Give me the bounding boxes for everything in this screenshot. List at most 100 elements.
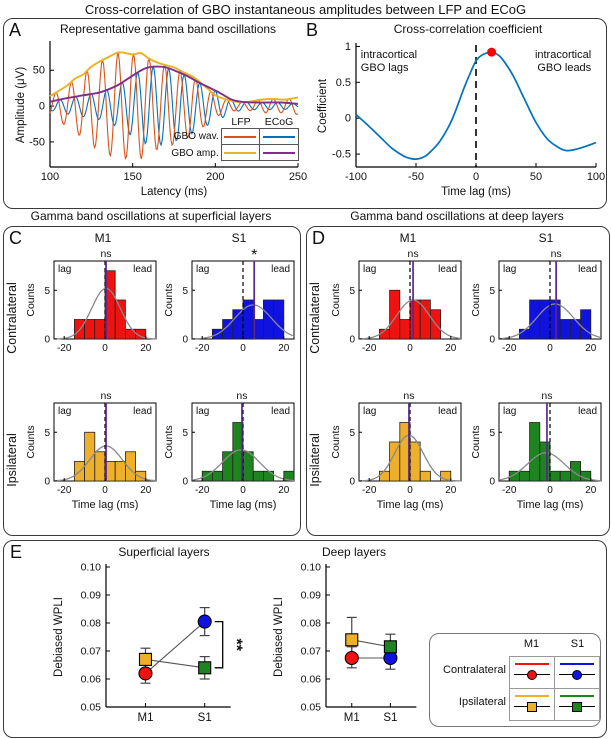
panel-e-legend: M1 S1 Contralateral Ipsilateral	[429, 633, 601, 727]
wpli-deep-chart: 0.05 0.06 0.07 0.08 0.09 0.10 M1 S1 Debiased WPL…	[273, 562, 417, 724]
hist-bar	[389, 441, 401, 482]
panel-e-box: E Superficial layers Deep layers 0.05 0.0…	[3, 540, 607, 738]
hist-bar	[549, 299, 561, 340]
lag-label: lag	[196, 406, 209, 417]
marker-contralateral-m1	[344, 650, 359, 666]
svg-text:0: 0	[44, 477, 50, 488]
annotation-gbo-lags: GBO lags	[361, 62, 409, 74]
counts-label: Counts	[163, 283, 175, 316]
svg-text:-50: -50	[29, 136, 45, 148]
e-legend-col-s1: S1	[570, 638, 585, 650]
lead-label: lead	[438, 264, 457, 275]
svg-text:0: 0	[182, 477, 188, 488]
legend-col-lfp: LFP	[231, 116, 251, 128]
e-legend-cell-contralateral-s1	[554, 656, 600, 689]
legend-row-gbo-amp: GBO amp.	[171, 147, 219, 159]
panel-b-title: Cross-correlation coefficient	[393, 22, 543, 36]
hist-bar	[559, 470, 571, 482]
svg-text:0.07: 0.07	[301, 646, 322, 658]
hist-bar	[529, 422, 541, 482]
panel-c-header-m1: M1	[94, 231, 112, 245]
svg-text:5: 5	[349, 428, 355, 439]
svg-text:5: 5	[182, 428, 188, 439]
timelag-label: Time lag (ms)	[517, 499, 584, 511]
lead-label: lead	[578, 406, 597, 417]
figure-title: Cross-correlation of GBO instantaneous a…	[84, 2, 527, 17]
connector-contralateral	[145, 621, 206, 674]
svg-text:5: 5	[489, 286, 495, 297]
svg-text:5: 5	[349, 286, 355, 297]
deep-chart-title: Deep layers	[321, 545, 387, 559]
hist-superficial-ipsi-m1: lag lead ns -20 0 20 0 5 Counts Time lag (ms)	[25, 390, 157, 511]
svg-text:150: 150	[123, 171, 141, 183]
counts-label: Counts	[25, 425, 37, 458]
svg-text:0.06: 0.06	[301, 674, 322, 686]
timelag-label: Time lag (ms)	[210, 499, 277, 511]
cat-label: S1	[198, 712, 212, 724]
hist-bar	[94, 319, 106, 340]
significance-bracket	[214, 620, 224, 669]
svg-text:0.09: 0.09	[81, 590, 102, 602]
svg-text:20: 20	[140, 485, 152, 496]
panel-b-chart: -100 -50 0 50 100 -0.5 0 0.5 1 Time lag (ms) Coeff…	[317, 41, 605, 198]
cross-correlation-curve	[355, 51, 597, 160]
hist-superficial-ipsi-s1: lag lead ns -20 0 20 0 5 Counts Time lag (ms)	[163, 390, 295, 511]
panel-c-label: C	[9, 228, 22, 248]
lag-label: lag	[503, 264, 516, 275]
square-marker-icon	[572, 702, 582, 712]
svg-text:0: 0	[345, 113, 351, 125]
hist-bar	[580, 309, 592, 340]
GBO amp. ECoG	[49, 65, 299, 105]
svg-text:20: 20	[445, 485, 457, 496]
panel-c-box: C M1 S1 Contralateral Ipsilateral lag lea…	[3, 226, 301, 536]
svg-text:0: 0	[349, 335, 355, 346]
normal-fit-curve	[191, 304, 295, 340]
hist-bar	[94, 451, 106, 482]
svg-text:-20: -20	[195, 485, 210, 496]
svg-text:0.09: 0.09	[301, 590, 322, 602]
legend-swatch-wav-lfp	[220, 128, 261, 145]
hist-bar	[549, 470, 561, 482]
svg-text:0.5: 0.5	[336, 77, 351, 89]
lag-label: lag	[196, 264, 209, 275]
cat-label: S1	[383, 712, 397, 724]
significance-label: **	[228, 638, 245, 651]
svg-text:-20: -20	[57, 343, 72, 354]
panel-e-label: E	[10, 542, 23, 562]
legend-swatch-amp-ecog	[259, 144, 299, 161]
svg-text:250: 250	[289, 171, 307, 183]
legend-row-gbo-wav: GBO wav.	[173, 131, 219, 142]
marker-ipsilateral-m1	[138, 652, 153, 666]
svg-text:0.05: 0.05	[301, 702, 322, 714]
svg-text:0: 0	[489, 477, 495, 488]
svg-text:0: 0	[473, 171, 479, 183]
lag-label: lag	[58, 406, 71, 417]
hist-bar	[409, 441, 421, 482]
hist-bar	[379, 470, 391, 482]
lfp-wave-line-swatch	[224, 135, 257, 138]
significance-label: ns	[551, 248, 562, 260]
significance-label: ns	[403, 390, 414, 402]
svg-text:20: 20	[445, 343, 457, 354]
panel-b-label: B	[306, 20, 319, 40]
panel-d-header-s1: S1	[538, 231, 554, 245]
significance-label: ns	[408, 248, 419, 260]
counts-label: Counts	[330, 283, 342, 316]
wpli-ylabel: Debiased WPLI	[273, 597, 285, 677]
svg-text:1: 1	[345, 41, 351, 53]
e-legend-col-m1: M1	[523, 638, 540, 650]
marker-ipsilateral-s1	[383, 640, 397, 654]
b-ylabel: Coefficient	[317, 78, 329, 133]
normal-fit-curve	[191, 449, 295, 482]
hist-superficial-contra-s1: lag lead * -20 0 20 0 5 Counts	[163, 247, 295, 354]
significance-label: *	[251, 247, 257, 264]
timelag-label: Time lag (ms)	[377, 499, 444, 511]
svg-text:20: 20	[140, 343, 152, 354]
hist-bar	[242, 451, 254, 482]
svg-text:100: 100	[41, 171, 59, 183]
svg-text:0.10: 0.10	[301, 562, 322, 574]
b-xlabel: Time lag (ms)	[441, 186, 511, 198]
panel-a-chart: 100 150 200 250 -50 0 50 Latency (ms) Amplitude …	[15, 41, 307, 198]
svg-text:20: 20	[278, 343, 290, 354]
svg-text:0.07: 0.07	[81, 646, 102, 658]
